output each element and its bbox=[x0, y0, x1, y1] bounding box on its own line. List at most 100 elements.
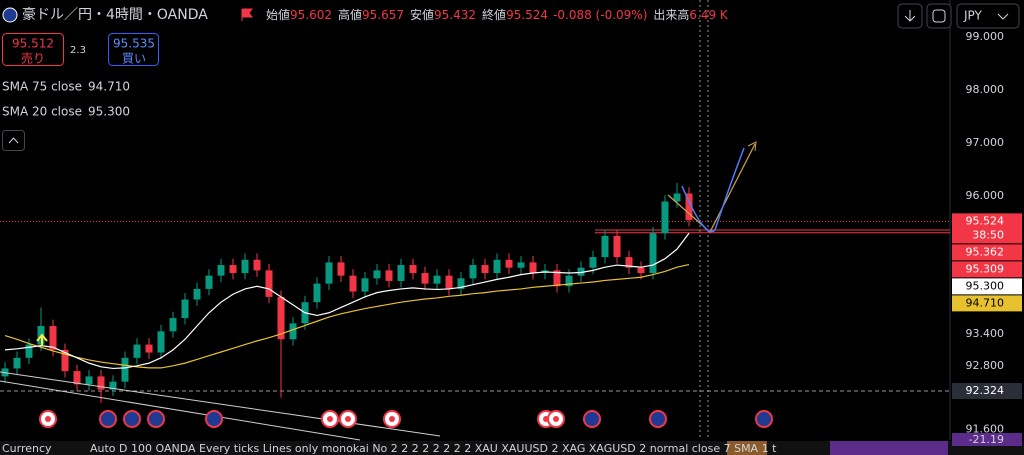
currency: JPY bbox=[963, 9, 983, 23]
symbol-title[interactable]: 豪ドル／円・4時間・OANDA bbox=[22, 7, 208, 23]
candle-body bbox=[193, 288, 201, 300]
y-tick-label: 93.400 bbox=[966, 327, 1005, 340]
candle-body bbox=[469, 265, 477, 279]
ohlc-label: 終値 bbox=[482, 7, 506, 22]
au-event[interactable] bbox=[205, 410, 223, 428]
au-event[interactable] bbox=[649, 410, 667, 428]
au-event[interactable] bbox=[755, 410, 773, 428]
projection-arrowhead bbox=[747, 141, 757, 152]
legend-value: 95.300 bbox=[88, 105, 130, 119]
candle-body bbox=[685, 193, 693, 220]
candle-body bbox=[433, 275, 441, 284]
trend-line bbox=[0, 380, 361, 441]
candle-body bbox=[481, 265, 489, 274]
candle-body bbox=[97, 376, 105, 390]
ohlc-value: 95.657 bbox=[362, 8, 404, 22]
sell-button[interactable] bbox=[2, 33, 64, 66]
candle-body bbox=[85, 376, 93, 385]
currency-select[interactable] bbox=[956, 3, 1020, 29]
price-badge-label: 95.524 bbox=[966, 214, 1005, 227]
price-badge bbox=[952, 278, 1022, 295]
candle-body bbox=[493, 259, 501, 274]
candle-body bbox=[109, 381, 117, 390]
candle-body bbox=[517, 262, 525, 268]
price-badge bbox=[952, 261, 1022, 278]
sell-label: 売り bbox=[21, 51, 45, 66]
jp-dot bbox=[543, 416, 549, 422]
price-badge bbox=[952, 383, 1022, 400]
price-badge-label: 92.324 bbox=[966, 384, 1005, 397]
candle-body bbox=[265, 270, 273, 297]
replay-icon bbox=[932, 9, 946, 23]
candle-body bbox=[613, 235, 621, 258]
legend-value: 94.710 bbox=[88, 80, 130, 94]
sma-line bbox=[4, 232, 690, 370]
signal-arrow bbox=[36, 333, 48, 346]
candle-body bbox=[49, 326, 57, 350]
candle-body bbox=[457, 278, 465, 289]
legend-name: SMA 20 close bbox=[2, 105, 82, 119]
candle-body bbox=[409, 265, 417, 274]
indicator-value: -21.19 bbox=[969, 433, 1004, 446]
au-event[interactable] bbox=[147, 410, 165, 428]
candle-body bbox=[625, 257, 633, 268]
ohlc-value: 95.432 bbox=[434, 8, 476, 22]
spread: 2.3 bbox=[70, 45, 86, 56]
candle-body bbox=[121, 357, 129, 382]
indicator-bar bbox=[830, 441, 948, 455]
plot-area bbox=[0, 182, 950, 403]
jp-dot bbox=[327, 416, 333, 422]
candle-body bbox=[673, 193, 681, 202]
candle-body bbox=[649, 233, 657, 274]
candle-body bbox=[289, 323, 297, 340]
candle-body bbox=[373, 270, 381, 279]
jp-dot bbox=[553, 416, 559, 422]
candle-body bbox=[313, 283, 321, 303]
footer-settings: Auto D 100 OANDA Every ticks Lines only … bbox=[90, 442, 777, 455]
jp-dot bbox=[389, 416, 395, 422]
candle-body bbox=[217, 265, 225, 276]
candle-body bbox=[337, 262, 345, 276]
event-flags bbox=[39, 410, 773, 428]
y-tick-label: 96.000 bbox=[966, 189, 1005, 202]
au-event[interactable] bbox=[583, 410, 601, 428]
symbol-icon bbox=[2, 7, 18, 23]
candle-body bbox=[445, 275, 453, 289]
candle-body bbox=[253, 259, 261, 271]
au-event[interactable] bbox=[123, 410, 141, 428]
collapse-button[interactable] bbox=[2, 130, 25, 151]
candle-body bbox=[577, 267, 585, 276]
candle-body bbox=[61, 349, 69, 372]
buy-label: 買い bbox=[122, 52, 146, 66]
ohlc-label: 始値 bbox=[266, 7, 290, 22]
volume: 6.49 K bbox=[689, 8, 729, 22]
trend-line bbox=[0, 371, 441, 437]
au-event[interactable] bbox=[99, 410, 117, 428]
y-tick-label: 92.800 bbox=[966, 359, 1005, 372]
footer-bar bbox=[0, 441, 1024, 455]
price-badge-label: 94.710 bbox=[966, 296, 1005, 309]
candle-body bbox=[169, 318, 177, 332]
ohlc-label: 高値 bbox=[338, 7, 362, 22]
candle-body bbox=[13, 357, 21, 369]
footer-highlight bbox=[727, 441, 767, 455]
replay-button[interactable] bbox=[926, 3, 952, 29]
candle-body bbox=[349, 275, 357, 292]
price-badge bbox=[952, 244, 1022, 261]
change: -0.088 (-0.09%) bbox=[553, 8, 647, 22]
projection-curve bbox=[681, 147, 745, 233]
candle-body bbox=[181, 299, 189, 319]
y-tick-label: 91.600 bbox=[966, 422, 1005, 435]
sma-line bbox=[4, 263, 690, 369]
buy-button[interactable] bbox=[108, 33, 159, 66]
volume-label: 出来高 bbox=[653, 7, 689, 22]
candle-body bbox=[205, 275, 213, 289]
candle-body bbox=[361, 278, 369, 292]
candle-body bbox=[145, 344, 153, 353]
y-tick-label: 99.000 bbox=[966, 30, 1005, 43]
price-badge bbox=[952, 295, 1022, 312]
down-icon bbox=[904, 10, 916, 22]
y-tick-label: 98.000 bbox=[966, 83, 1005, 96]
indicator-value-box bbox=[952, 433, 1022, 446]
